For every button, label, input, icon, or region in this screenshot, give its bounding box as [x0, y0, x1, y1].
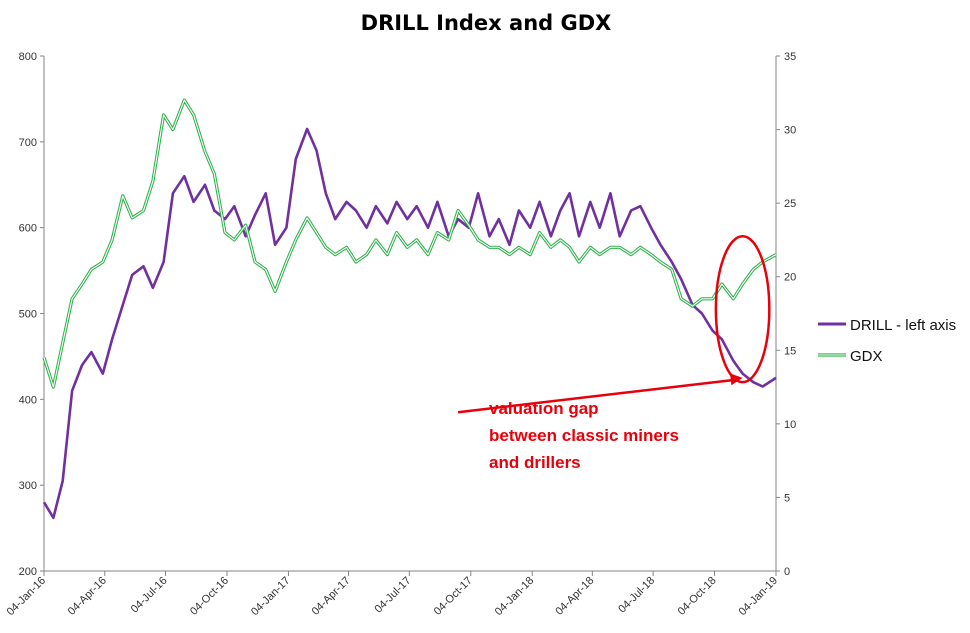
- right-tick-label: 5: [784, 492, 790, 504]
- right-tick-label: 10: [784, 419, 796, 431]
- left-tick-label: 600: [19, 223, 37, 235]
- right-tick-label: 15: [784, 345, 796, 357]
- x-tick-label: 04-Jul-16: [129, 575, 170, 616]
- x-tick-label: 04-Apr-17: [310, 575, 353, 618]
- left-tick-label: 200: [19, 566, 37, 578]
- x-tick-label: 04-Jan-18: [493, 575, 537, 619]
- right-tick-label: 20: [784, 272, 796, 284]
- series-layer: [42, 98, 777, 520]
- highlight-ellipse: [714, 235, 771, 384]
- annotation-line: between classic miners: [489, 426, 679, 445]
- series-drill-line: [42, 127, 777, 520]
- annotation-layer: valuation gap between classic miners and d…: [457, 235, 771, 472]
- left-tick-label: 500: [19, 309, 37, 321]
- chart-title: DRILL Index and GDX: [361, 11, 612, 35]
- legend-label-drill: DRILL - left axis: [850, 317, 956, 334]
- x-tick-label: 04-Apr-18: [553, 575, 596, 618]
- x-tick-label: 04-Apr-16: [66, 575, 109, 618]
- left-tick-label: 800: [19, 51, 37, 63]
- annotation-arrow: [457, 378, 735, 414]
- left-tick-label: 700: [19, 137, 37, 149]
- annotation-line: valuation gap: [489, 399, 599, 418]
- x-tick-label: 04-Jul-17: [373, 575, 414, 616]
- x-tick-label: 04-Jan-16: [5, 575, 49, 619]
- annotation-line: and drillers: [489, 453, 581, 472]
- x-tick-label: 04-Jan-17: [249, 575, 293, 619]
- x-tick-label: 04-Oct-18: [676, 575, 719, 618]
- right-tick-label: 25: [784, 198, 796, 210]
- x-tick-label: 04-Oct-17: [432, 575, 475, 618]
- series-gdx-line-inner: [43, 99, 777, 388]
- axes: 200 300 400 500 600 700 800 0 5 10 15 20 25 30 35 04-Ja…: [5, 51, 797, 618]
- right-tick-label: 30: [784, 125, 796, 137]
- annotation-text: valuation gap between classic miners and d…: [489, 399, 679, 472]
- x-tick-label: 04-Jul-18: [616, 575, 657, 616]
- left-tick-label: 400: [19, 394, 37, 406]
- series-gdx-line: [42, 98, 777, 389]
- right-tick-label: 35: [784, 51, 796, 63]
- left-tick-label: 300: [19, 480, 37, 492]
- right-tick-label: 0: [784, 566, 790, 578]
- x-tick-label: 04-Jan-19: [737, 575, 781, 619]
- x-tick-label: 04-Oct-16: [188, 575, 231, 618]
- legend-label-gdx: GDX: [850, 348, 883, 365]
- legend: DRILL - left axis GDX: [818, 317, 956, 365]
